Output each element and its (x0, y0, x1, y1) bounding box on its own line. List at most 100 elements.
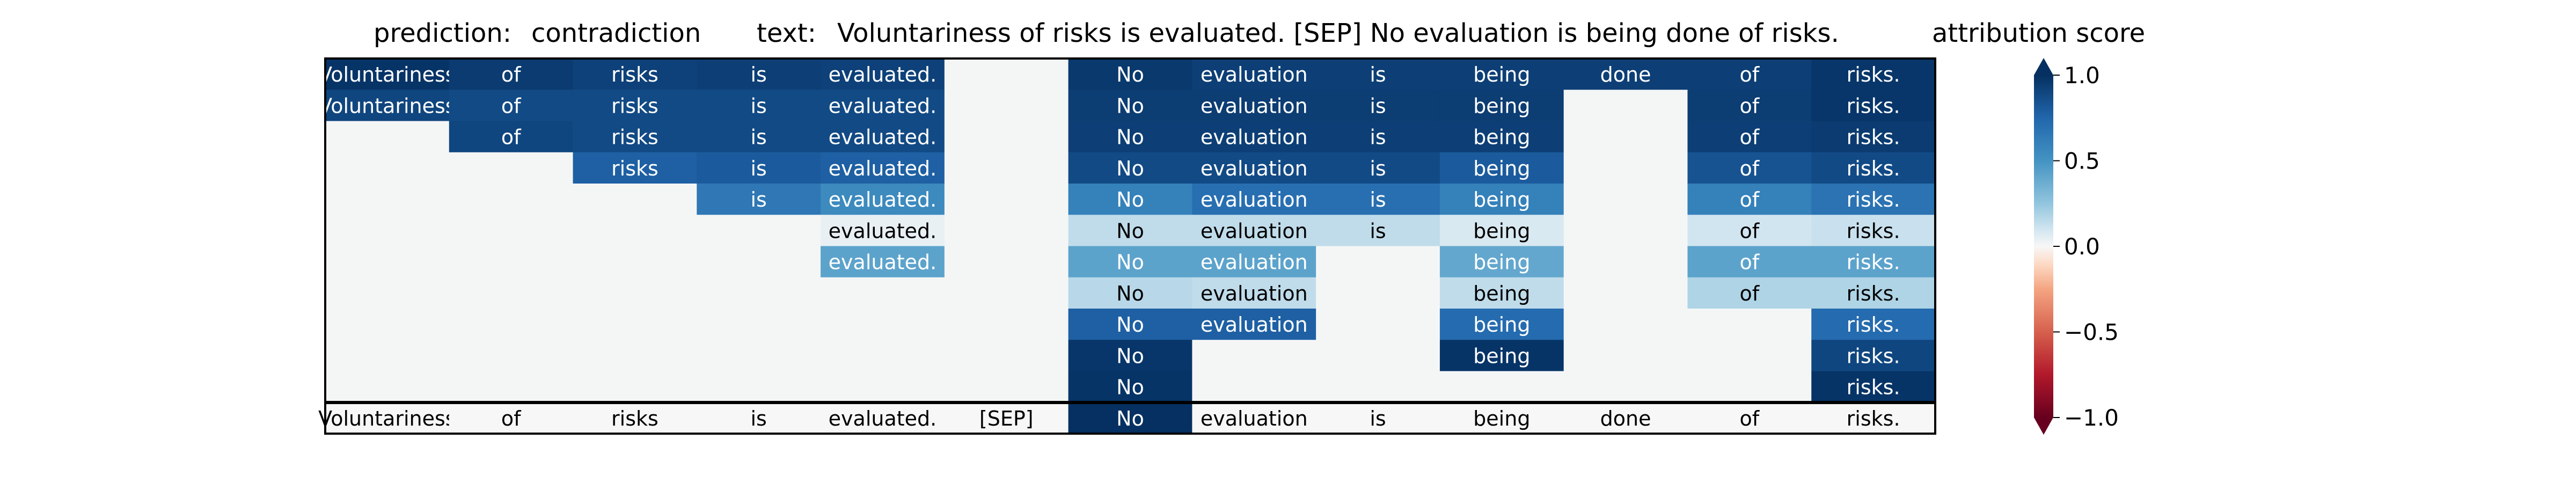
cell-token-label: risks (611, 94, 658, 118)
input-token-label: is (751, 407, 767, 430)
cell-token-label: evaluation (1201, 126, 1308, 149)
attribution-cell (573, 309, 697, 340)
cell-token-label: evaluated. (829, 63, 937, 86)
cell-token-label: evaluation (1201, 188, 1308, 211)
attribution-cell (449, 121, 574, 153)
attribution-cell (697, 371, 821, 403)
cell-token-label: is (751, 63, 767, 86)
input-token-label: being (1473, 407, 1530, 430)
attribution-cell (449, 58, 574, 90)
attribution-cell (1811, 152, 1936, 184)
attribution-cell (1068, 340, 1192, 372)
cell-token-label: risks (611, 126, 658, 149)
cell-token-label: evaluated. (829, 126, 937, 149)
attribution-cell (1439, 340, 1564, 372)
cell-token-label: is (1370, 157, 1386, 180)
input-token-label: Voluntariness (318, 407, 456, 430)
cell-token-label: of (1740, 188, 1760, 211)
input-token-cell (449, 402, 574, 434)
cell-token-label: evaluated. (829, 188, 937, 211)
cell-token-label: risks. (1847, 282, 1900, 305)
attribution-cell (1811, 90, 1936, 122)
attribution-cell (821, 215, 945, 247)
input-token-label: No (1116, 407, 1144, 430)
input-token-cell (573, 402, 697, 434)
cell-token-label: evaluation (1201, 251, 1308, 274)
attribution-cell (1316, 371, 1440, 403)
attribution-cell (821, 371, 945, 403)
input-token-cell (821, 402, 945, 434)
cell-token-label: No (1116, 188, 1144, 211)
attribution-cell (1687, 152, 1812, 184)
attribution-cell (1687, 340, 1812, 372)
attribution-cell (1563, 121, 1688, 153)
attribution-cell (1068, 371, 1192, 403)
attribution-cell (1068, 152, 1192, 184)
attribution-cell (1192, 340, 1316, 372)
attribution-cell (325, 58, 450, 90)
attribution-cell (1068, 58, 1192, 90)
attribution-cell (449, 90, 574, 122)
cell-token-label: risks. (1847, 94, 1900, 118)
cell-token-label: risks. (1847, 219, 1900, 243)
attribution-cell (1068, 215, 1192, 247)
cell-token-label: being (1473, 94, 1530, 118)
attribution-cell (449, 246, 574, 278)
cell-token-label: of (1740, 251, 1760, 274)
attribution-cell (821, 184, 945, 215)
attribution-cell (1316, 309, 1440, 340)
attribution-cell (1068, 277, 1192, 309)
cell-token-label: of (501, 63, 522, 86)
cell-token-label: risks. (1847, 188, 1900, 211)
cell-token-label: being (1473, 282, 1530, 305)
attribution-cell (449, 340, 574, 372)
input-token-cell (1192, 402, 1316, 434)
input-token-label: [SEP] (979, 407, 1034, 430)
attribution-cell (1316, 58, 1440, 90)
colorbar-tick-label: −0.5 (2064, 319, 2119, 346)
attribution-cell (1439, 277, 1564, 309)
attribution-cell (944, 309, 1069, 340)
input-token-cell (1439, 402, 1564, 434)
attribution-cell (1811, 246, 1936, 278)
cell-token-label: of (1740, 219, 1760, 243)
attribution-cell (821, 121, 945, 153)
attribution-cell (573, 371, 697, 403)
cell-token-label: is (1370, 219, 1386, 243)
attribution-cell (325, 340, 450, 372)
attribution-cell (1563, 246, 1688, 278)
attribution-cell (1316, 121, 1440, 153)
input-token-cell (1811, 402, 1936, 434)
attribution-cell (944, 215, 1069, 247)
attribution-cell (1192, 277, 1316, 309)
attribution-cell (1192, 58, 1316, 90)
input-token-label: of (1740, 407, 1760, 430)
attribution-cell (1687, 215, 1812, 247)
attribution-cell (944, 184, 1069, 215)
attribution-cell (573, 277, 697, 309)
attribution-cell (325, 277, 450, 309)
cell-token-label: evaluation (1201, 63, 1308, 86)
attribution-cell (1563, 152, 1688, 184)
attribution-cell (1439, 152, 1564, 184)
attribution-cell (1687, 309, 1812, 340)
attribution-cell (1687, 90, 1812, 122)
attribution-cell (1811, 371, 1936, 403)
attribution-cell (1687, 246, 1812, 278)
attribution-cell (573, 340, 697, 372)
cell-token-label: of (1740, 94, 1760, 118)
attribution-cell (1192, 371, 1316, 403)
attribution-cell (944, 58, 1069, 90)
attribution-cell (821, 246, 945, 278)
attribution-cell (1563, 58, 1688, 90)
text-value: Voluntariness of risks is evaluated. [SE… (837, 18, 1839, 48)
attribution-cell (1068, 90, 1192, 122)
attribution-cell (1687, 371, 1812, 403)
attribution-cell (697, 184, 821, 215)
cell-token-label: is (1370, 126, 1386, 149)
attribution-cell (1316, 152, 1440, 184)
cell-token-label: being (1473, 344, 1530, 368)
attribution-cell (1563, 371, 1688, 403)
colorbar-label: attribution score (1932, 18, 2145, 48)
